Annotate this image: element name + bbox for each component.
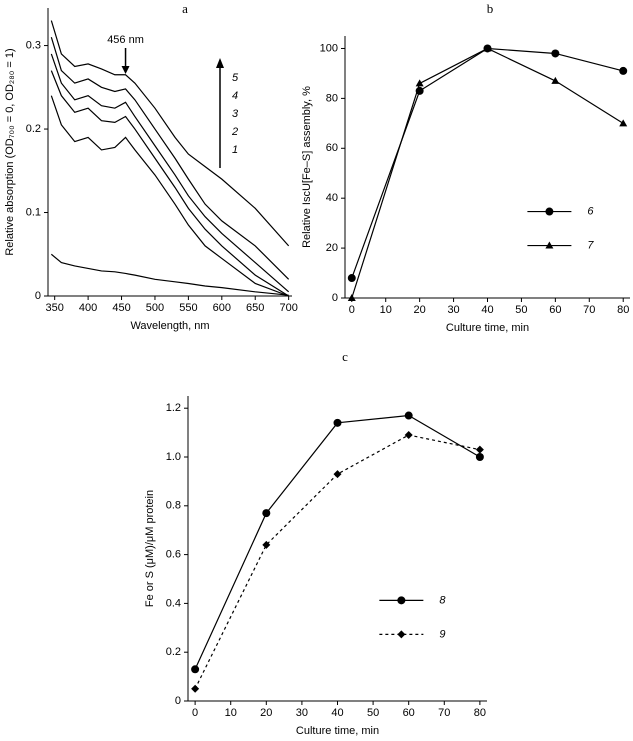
legend-label: 3: [232, 108, 239, 120]
x-tick-label: 50: [367, 707, 379, 719]
arrow-head: [216, 58, 224, 68]
x-tick-label: 10: [225, 707, 237, 719]
y-tick-label: 0.2: [26, 123, 41, 135]
y-tick-label: 0.2: [166, 646, 181, 658]
y-axis-label: Relative IscU[Fe–S] assembly, %: [301, 86, 313, 248]
y-tick-label: 0.1: [26, 206, 41, 218]
marker: [545, 241, 554, 249]
arrow-head: [121, 66, 130, 74]
y-tick-label: 100: [320, 42, 338, 54]
x-tick-label: 350: [46, 302, 64, 314]
y-tick-label: 20: [326, 242, 338, 254]
panel-title: b: [487, 1, 494, 16]
series-line: [50, 95, 289, 297]
y-axis-label: Relative absorption (OD₇₀₀ = 0, OD₂₈₀ = …: [4, 48, 16, 255]
x-tick-label: 60: [403, 707, 415, 719]
series-line: [50, 253, 289, 296]
y-tick-label: 0.8: [166, 500, 181, 512]
y-tick-label: 1.2: [166, 402, 181, 414]
marker: [545, 207, 554, 216]
legend-label: 7: [587, 239, 594, 251]
x-tick-label: 70: [438, 707, 450, 719]
marker: [551, 49, 560, 58]
x-tick-label: 20: [260, 707, 272, 719]
x-axis-label: Culture time, min: [296, 725, 379, 737]
marker: [475, 453, 484, 461]
x-tick-label: 80: [617, 304, 629, 316]
x-axis-label: Wavelength, nm: [130, 320, 209, 332]
marker: [262, 540, 271, 549]
y-tick-label: 40: [326, 192, 338, 204]
y-tick-label: 60: [326, 142, 338, 154]
marker: [619, 119, 628, 127]
x-tick-label: 50: [515, 304, 527, 316]
series-line: [351, 47, 624, 279]
x-tick-label: 700: [279, 302, 297, 314]
marker: [475, 445, 484, 454]
x-tick-label: 0: [192, 707, 198, 719]
y-axis-label: Fe or S (μM)/μM protein: [144, 490, 156, 607]
y-tick-label: 0.3: [26, 39, 41, 51]
y-tick-label: 0: [35, 290, 41, 302]
y-tick-label: 0.4: [166, 597, 181, 609]
x-tick-label: 30: [296, 707, 308, 719]
series-line: [50, 53, 290, 293]
series-line: [351, 47, 624, 299]
legend-label: 6: [587, 205, 594, 217]
marker: [191, 665, 200, 674]
series-line: [194, 414, 481, 670]
panel-title: a: [182, 1, 188, 16]
x-tick-label: 40: [481, 304, 493, 316]
x-tick-label: 550: [179, 302, 197, 314]
marker: [347, 294, 356, 301]
series-line: [50, 37, 290, 280]
marker: [191, 684, 200, 693]
legend-label: 8: [439, 594, 446, 606]
y-tick-label: 0: [332, 292, 338, 304]
x-tick-label: 0: [349, 304, 355, 316]
panel-title: c: [342, 349, 348, 364]
legend-label: 9: [439, 628, 445, 640]
x-tick-label: 450: [112, 302, 130, 314]
x-tick-label: 400: [79, 302, 97, 314]
x-tick-label: 40: [331, 707, 343, 719]
marker: [347, 274, 356, 283]
x-tick-label: 80: [474, 707, 486, 719]
x-tick-label: 30: [447, 304, 459, 316]
y-tick-label: 0.6: [166, 549, 181, 561]
marker: [262, 509, 271, 518]
x-tick-label: 500: [146, 302, 164, 314]
x-tick-label: 650: [246, 302, 264, 314]
legend-label: 1: [232, 144, 238, 156]
x-axis-label: Culture time, min: [446, 322, 529, 334]
marker: [333, 470, 342, 479]
marker: [404, 411, 413, 420]
series-line: [50, 20, 290, 247]
marker: [619, 66, 628, 75]
marker: [551, 76, 560, 84]
x-tick-label: 20: [414, 304, 426, 316]
legend-label: 2: [231, 126, 238, 138]
y-tick-label: 80: [326, 92, 338, 104]
marker: [333, 418, 342, 427]
x-tick-label: 600: [213, 302, 231, 314]
y-tick-label: 1.0: [166, 451, 181, 463]
x-tick-label: 10: [380, 304, 392, 316]
marker: [404, 431, 413, 440]
marker: [397, 630, 406, 639]
marker: [415, 79, 424, 87]
legend-label: 4: [232, 90, 238, 102]
marker: [483, 44, 492, 52]
marker: [397, 596, 406, 605]
x-tick-label: 70: [583, 304, 595, 316]
legend-label: 5: [232, 72, 239, 84]
annotation: 456 nm: [107, 34, 144, 46]
x-tick-label: 60: [549, 304, 561, 316]
series-line: [50, 70, 289, 297]
y-tick-label: 0: [175, 695, 181, 707]
